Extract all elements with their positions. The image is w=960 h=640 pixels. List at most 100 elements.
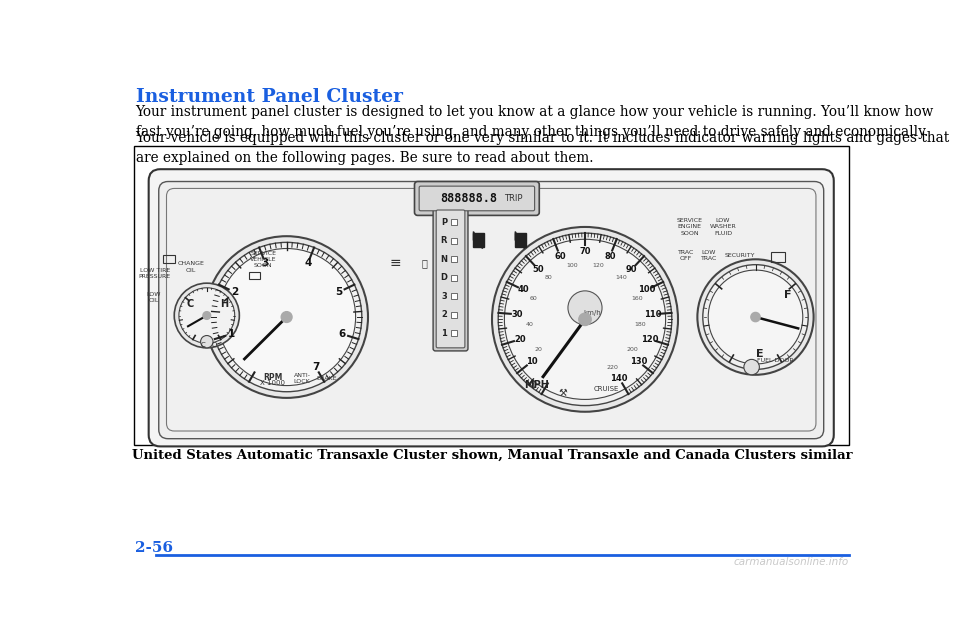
FancyBboxPatch shape (415, 182, 540, 216)
Text: 888888.8: 888888.8 (441, 192, 497, 205)
Text: 1: 1 (228, 329, 234, 339)
Text: N: N (441, 255, 447, 264)
Text: 2: 2 (230, 287, 238, 297)
FancyBboxPatch shape (158, 182, 824, 438)
Polygon shape (473, 232, 483, 248)
Text: 3: 3 (441, 292, 446, 301)
Text: 3: 3 (262, 259, 269, 268)
Text: 60: 60 (554, 252, 565, 260)
Polygon shape (516, 233, 526, 247)
Text: C: C (201, 342, 205, 348)
Text: H: H (220, 299, 228, 309)
Circle shape (218, 248, 355, 385)
Text: C: C (186, 299, 193, 309)
Text: 140: 140 (615, 275, 628, 280)
Circle shape (703, 265, 808, 369)
Text: 220: 220 (607, 365, 619, 370)
Text: FUEL DOOR: FUEL DOOR (756, 358, 793, 364)
Text: 20: 20 (534, 347, 542, 352)
Text: TRIP: TRIP (504, 194, 523, 203)
Circle shape (492, 227, 678, 412)
Text: 100: 100 (566, 263, 578, 268)
Polygon shape (473, 233, 484, 247)
Text: 120: 120 (641, 335, 659, 344)
Text: 30: 30 (512, 310, 523, 319)
Bar (451, 312, 457, 318)
Circle shape (175, 283, 239, 348)
Text: 80: 80 (604, 252, 615, 260)
FancyBboxPatch shape (436, 210, 465, 348)
Text: km/h: km/h (584, 310, 602, 316)
Text: carmanualsonline.info: carmanualsonline.info (733, 557, 849, 567)
Text: 20: 20 (514, 335, 526, 344)
Circle shape (579, 313, 591, 326)
Circle shape (203, 312, 210, 319)
Text: CRUISE: CRUISE (594, 386, 619, 392)
Text: 130: 130 (630, 357, 647, 366)
Text: O: O (212, 342, 217, 348)
Circle shape (179, 288, 234, 343)
Text: SERVICE
ENGINE
SOON: SERVICE ENGINE SOON (677, 218, 703, 236)
Text: BRAKE: BRAKE (317, 376, 337, 381)
Text: F: F (784, 291, 792, 300)
Text: SERVICE
VEHICLE
SOON: SERVICE VEHICLE SOON (251, 251, 276, 268)
Text: 40: 40 (517, 285, 529, 294)
Circle shape (201, 335, 213, 348)
Text: 5: 5 (335, 287, 343, 297)
Text: 100: 100 (637, 285, 655, 294)
Polygon shape (516, 232, 524, 248)
FancyBboxPatch shape (149, 169, 834, 447)
Text: RPM: RPM (263, 372, 282, 381)
Text: 7: 7 (312, 362, 320, 372)
Text: 10: 10 (526, 357, 538, 366)
Bar (451, 293, 457, 300)
Bar (451, 237, 457, 244)
Text: 2: 2 (441, 310, 447, 319)
Circle shape (504, 239, 665, 399)
Text: 80: 80 (544, 275, 552, 280)
Text: 40: 40 (525, 322, 534, 327)
Text: 2-56: 2-56 (135, 541, 174, 555)
Circle shape (708, 270, 803, 364)
Bar (451, 220, 457, 225)
Bar (451, 275, 457, 281)
Text: 1: 1 (441, 329, 447, 338)
Text: MPH: MPH (524, 380, 549, 390)
Text: 160: 160 (631, 296, 642, 301)
Text: 140: 140 (611, 374, 628, 383)
Text: SECURITY: SECURITY (725, 253, 756, 258)
Circle shape (498, 233, 672, 406)
Text: 60: 60 (529, 296, 537, 301)
Text: LOW
WASHER
FLUID: LOW WASHER FLUID (709, 218, 736, 236)
Bar (771, 252, 785, 262)
Text: ANTI-
LOCK: ANTI- LOCK (294, 373, 311, 384)
Text: D: D (441, 273, 447, 282)
Circle shape (211, 243, 362, 392)
Text: TRAC
OFF: TRAC OFF (678, 250, 694, 261)
Text: R: R (441, 236, 447, 245)
Text: 120: 120 (592, 263, 604, 268)
FancyBboxPatch shape (433, 207, 468, 351)
Text: ≡: ≡ (390, 256, 401, 270)
Text: 70: 70 (579, 247, 590, 256)
Circle shape (568, 291, 602, 324)
FancyBboxPatch shape (420, 186, 535, 211)
Text: ⚒: ⚒ (559, 387, 567, 397)
Text: 110: 110 (644, 310, 661, 319)
Text: X 1000: X 1000 (260, 380, 285, 387)
Text: 90: 90 (626, 265, 637, 274)
Text: LOW TIRE
PRESSURE: LOW TIRE PRESSURE (139, 268, 171, 279)
Circle shape (281, 312, 292, 323)
Bar (250, 271, 260, 278)
Bar (451, 256, 457, 262)
FancyBboxPatch shape (166, 188, 816, 431)
Text: United States Automatic Transaxle Cluster shown, Manual Transaxle and Canada Clu: United States Automatic Transaxle Cluste… (132, 449, 852, 461)
Text: Instrument Panel Cluster: Instrument Panel Cluster (135, 88, 402, 106)
Circle shape (751, 312, 760, 322)
Text: 180: 180 (635, 322, 646, 327)
Text: Your instrument panel cluster is designed to let you know at a glance how your v: Your instrument panel cluster is designe… (135, 106, 934, 139)
Circle shape (205, 236, 368, 398)
Circle shape (744, 360, 759, 375)
Text: E: E (756, 349, 764, 359)
Text: 4: 4 (304, 259, 312, 268)
